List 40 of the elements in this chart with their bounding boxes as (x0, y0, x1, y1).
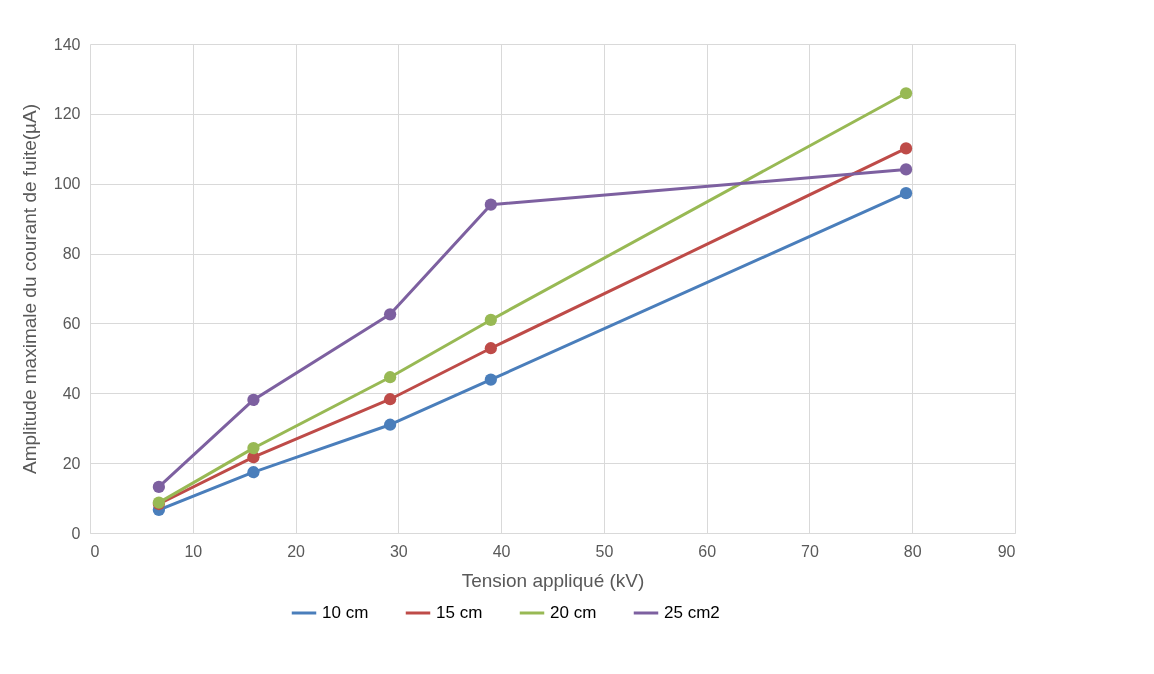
legend-label: 20 cm (550, 603, 597, 622)
point (484, 373, 497, 386)
point (383, 371, 397, 384)
x-tick-label: 60 (698, 542, 717, 560)
x-tick-label: 70 (801, 542, 819, 560)
point (484, 198, 497, 211)
x-tick-label: 90 (997, 542, 1016, 560)
point (899, 187, 913, 200)
y-tick-label: 0 (71, 524, 81, 542)
legend-label: 10 cm (322, 603, 369, 622)
point (484, 313, 497, 327)
legend-label: 25 cm2 (664, 603, 720, 622)
x-tick-label: 20 (287, 542, 306, 560)
point (383, 418, 397, 431)
point (247, 466, 260, 479)
x-axis-title: Tension appliqué (kV) (461, 569, 645, 591)
point (899, 163, 913, 176)
y-tick-label: 140 (53, 35, 81, 53)
x-tick-label: 30 (389, 542, 408, 560)
y-tick-label: 20 (62, 454, 81, 472)
x-tick-label: 10 (184, 542, 203, 560)
x-tick-label: 50 (595, 542, 614, 560)
x-tick-label: 0 (90, 542, 100, 560)
y-tick-label: 80 (62, 245, 81, 263)
point (899, 142, 913, 155)
point (247, 442, 260, 455)
point (899, 87, 913, 100)
point (152, 480, 165, 494)
point (247, 393, 260, 407)
y-tick-label: 120 (53, 105, 81, 123)
legend-label: 15 cm (436, 603, 483, 622)
y-tick-label: 100 (53, 175, 81, 193)
y-tick-label: 40 (62, 384, 81, 402)
y-axis-title: Amplitude maximale du courant de fuite(µA) (18, 103, 40, 475)
x-tick-label: 40 (492, 542, 511, 560)
x-tick-label: 80 (903, 542, 922, 560)
point (383, 308, 397, 321)
point (383, 393, 397, 406)
point (484, 342, 497, 355)
y-tick-label: 60 (62, 314, 81, 332)
